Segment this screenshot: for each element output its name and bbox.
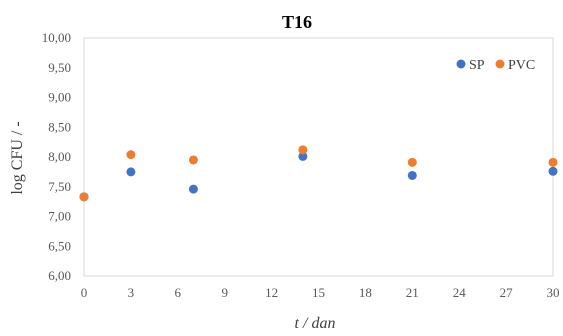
y-tick-label: 7,00 bbox=[48, 209, 71, 224]
sp-point bbox=[126, 167, 136, 177]
legend-marker-sp bbox=[456, 59, 466, 69]
legend-marker-pvc bbox=[495, 59, 505, 69]
y-axis-title: log CFU / - bbox=[9, 121, 26, 194]
x-tick-label: 15 bbox=[312, 285, 325, 300]
pvc-point bbox=[298, 145, 308, 155]
y-tick-label: 9,50 bbox=[48, 60, 71, 75]
data-points bbox=[79, 145, 558, 202]
x-tick-label: 6 bbox=[175, 285, 182, 300]
legend-label-sp: SP bbox=[469, 58, 485, 73]
y-tick-label: 8,50 bbox=[48, 119, 71, 134]
legend: SP PVC bbox=[456, 58, 535, 73]
legend-label-pvc: PVC bbox=[508, 58, 535, 73]
x-tick-label: 24 bbox=[453, 285, 467, 300]
pvc-point bbox=[79, 192, 89, 202]
pvc-point bbox=[407, 157, 417, 167]
sp-point bbox=[298, 151, 308, 161]
pvc-point bbox=[188, 155, 198, 165]
y-tick-label: 10,00 bbox=[42, 30, 71, 45]
sp-point bbox=[548, 166, 558, 176]
y-tick-label: 7,50 bbox=[48, 179, 71, 194]
x-axis: 0 3 6 9 12 15 18 21 24 27 30 bbox=[81, 285, 560, 300]
x-tick-label: 9 bbox=[221, 285, 228, 300]
x-axis-title: t / dan bbox=[295, 315, 336, 332]
sp-point bbox=[188, 184, 198, 194]
x-tick-label: 30 bbox=[547, 285, 560, 300]
y-tick-label: 8,00 bbox=[48, 149, 71, 164]
x-tick-label: 12 bbox=[265, 285, 278, 300]
x-tick-label: 0 bbox=[81, 285, 88, 300]
x-tick-label: 27 bbox=[500, 285, 514, 300]
y-tick-label: 9,00 bbox=[48, 90, 71, 105]
sp-point bbox=[407, 170, 417, 180]
x-tick-label: 21 bbox=[406, 285, 419, 300]
chart-title: T16 bbox=[282, 12, 312, 32]
y-axis: 6,00 6,50 7,00 7,50 8,00 8,50 9,00 9,50 10,00 bbox=[42, 30, 71, 283]
pvc-point bbox=[126, 150, 136, 160]
x-tick-label: 18 bbox=[359, 285, 372, 300]
x-tick-label: 3 bbox=[128, 285, 135, 300]
plot-area-border bbox=[83, 37, 554, 277]
pvc-point bbox=[548, 157, 558, 167]
y-tick-label: 6,50 bbox=[48, 238, 71, 253]
y-tick-label: 6,00 bbox=[48, 268, 71, 283]
